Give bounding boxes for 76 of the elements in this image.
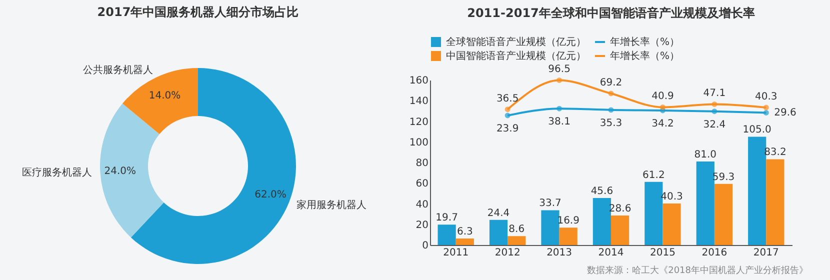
x-tick-label: 2013	[546, 248, 572, 258]
x-tick-label: 2014	[598, 248, 624, 258]
data-label: 24.4	[487, 208, 510, 219]
legend-label: 全球智能语音产业规模（亿元）	[446, 36, 586, 48]
data-label: 40.9	[652, 91, 674, 102]
data-label: 69.2	[600, 77, 622, 88]
point	[763, 110, 769, 116]
bar	[748, 136, 766, 245]
slice-label: 医疗服务机器人	[22, 166, 92, 179]
chart-title: 2017年中国服务机器人细分市场占比	[97, 5, 299, 20]
bar	[456, 238, 474, 245]
legend-label: 年增长率（%）	[610, 50, 680, 62]
legend-label: 中国智能语音产业规模（亿元）	[446, 50, 586, 62]
data-label: 19.7	[436, 212, 458, 224]
bar	[592, 198, 611, 245]
slice-label: 家用服务机器人	[296, 199, 367, 212]
y-tick-label: 80	[416, 158, 428, 169]
bar	[508, 236, 526, 245]
y-tick-label: 120	[409, 116, 428, 128]
x-tick-label: 2015	[650, 248, 676, 258]
y-tick-label: 160	[409, 76, 428, 86]
bar	[644, 182, 663, 245]
x-tick-label: 2017	[753, 248, 779, 258]
data-label: 81.0	[694, 149, 717, 160]
data-label: 35.3	[600, 118, 622, 129]
slice-label: 公共服务机器人	[82, 64, 153, 76]
legend-label: 年增长率（%）	[610, 36, 680, 48]
x-tick-label: 2011	[443, 248, 469, 258]
data-label: 61.2	[642, 170, 665, 181]
bar	[489, 220, 508, 245]
bar	[611, 216, 630, 245]
donut-slice	[100, 104, 164, 238]
x-tick-label: 2012	[494, 248, 520, 258]
bar	[696, 161, 714, 245]
data-label: 14.0%	[148, 90, 181, 102]
bar	[438, 224, 456, 245]
data-label: 47.1	[703, 88, 726, 100]
point	[556, 78, 562, 83]
data-label: 38.1	[548, 116, 570, 128]
data-label: 33.7	[539, 198, 562, 210]
point	[660, 104, 666, 110]
point	[504, 106, 510, 112]
data-label: 6.3	[456, 226, 473, 238]
point	[763, 104, 769, 110]
source-note: 数据来源：哈工大《2018年中国机器人产业分析报告》	[587, 264, 808, 277]
chart-title: 2011-2017年全球和中国智能语音产业规模及增长率	[467, 6, 755, 20]
y-tick-label: 100	[409, 137, 428, 148]
y-tick-label: 40	[416, 199, 428, 210]
bar	[714, 184, 733, 245]
point	[556, 106, 562, 112]
y-tick-label: 0	[422, 240, 428, 252]
data-label: 45.6	[590, 186, 614, 197]
data-label: 8.6	[508, 224, 525, 236]
data-label: 34.2	[652, 118, 674, 130]
bar	[559, 228, 578, 245]
point	[712, 101, 718, 107]
point	[712, 108, 718, 114]
data-label: 62.0%	[254, 190, 286, 201]
data-label: 32.4	[703, 119, 726, 130]
data-label: 24.0%	[104, 166, 136, 177]
data-label: 105.0	[742, 124, 772, 136]
data-label: 23.9	[496, 123, 519, 134]
data-label: 36.5	[496, 93, 519, 104]
bar	[766, 159, 784, 245]
bar	[662, 203, 681, 245]
bar	[541, 210, 560, 245]
data-label: 40.3	[755, 92, 778, 103]
point	[608, 107, 614, 113]
point	[504, 112, 510, 118]
point	[608, 90, 614, 96]
y-tick-label: 140	[409, 96, 428, 108]
data-label: 96.5	[548, 64, 570, 76]
data-label: 29.6	[774, 108, 796, 119]
y-tick-label: 60	[416, 178, 428, 190]
y-tick-label: 20	[416, 220, 428, 231]
x-tick-label: 2016	[702, 248, 728, 258]
